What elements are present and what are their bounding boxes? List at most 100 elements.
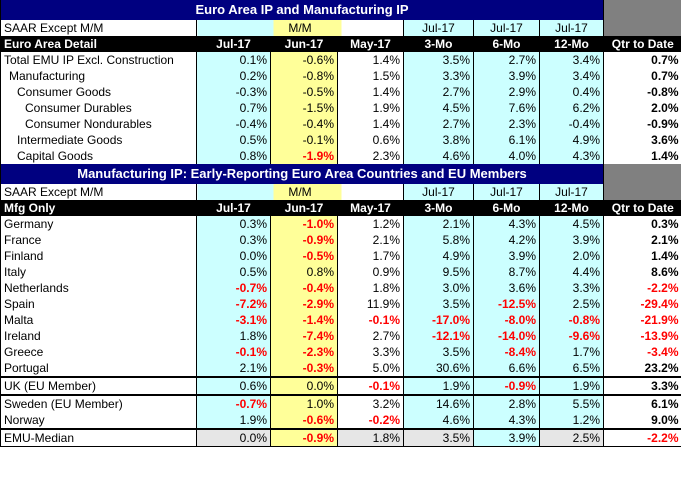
row-label: Netherlands: [0, 280, 197, 296]
table-cell: 1.8%: [337, 428, 404, 447]
table2-title-row: Manufacturing IP: Early-Reporting Euro A…: [0, 164, 681, 184]
table-cell: 3.3%: [403, 68, 474, 84]
table-cell: 3.9%: [538, 232, 604, 248]
table-cell: 2.0%: [603, 100, 681, 116]
table-cell: -0.6%: [270, 52, 338, 68]
table-row: Greece -0.1% -2.3% 3.3% 3.5% -8.4% 1.7% -3.4%: [0, 344, 681, 360]
table-cell: 4.9%: [403, 248, 474, 264]
table-cell: 2.3%: [473, 116, 540, 132]
table-cell: -0.2%: [337, 412, 404, 429]
table-cell: 0.6%: [196, 376, 271, 395]
table-cell: 0.0%: [270, 376, 338, 395]
table-row: Finland 0.0% -0.5% 1.7% 4.9% 3.9% 2.0% 1.4%: [0, 248, 681, 264]
row-label: Consumer Nondurables: [0, 116, 197, 132]
units-row: SAAR Except M/M M/M Jul-17 Jul-17 Jul-17: [0, 184, 681, 200]
row-label: Portugal: [0, 360, 197, 377]
table-cell: -8.4%: [473, 344, 540, 360]
column-header: 12-Mo: [538, 200, 604, 216]
column-header: Jun-17: [270, 36, 338, 52]
table-cell: 6.1%: [473, 132, 540, 148]
table-cell: 8.7%: [473, 264, 540, 280]
table-cell: 3.4%: [538, 52, 604, 68]
table-cell: -2.2%: [603, 280, 681, 296]
table-cell: 0.9%: [337, 264, 404, 280]
table-cell: 0.3%: [603, 216, 681, 232]
table-cell: 4.2%: [473, 232, 540, 248]
row-label: EMU-Median: [0, 428, 197, 447]
table-cell: -3.4%: [603, 344, 681, 360]
table2-title: Manufacturing IP: Early-Reporting Euro A…: [0, 164, 604, 184]
table-cell: -1.9%: [270, 148, 338, 164]
table-row: Norway 1.9% -0.6% -0.2% 4.6% 4.3% 1.2% 9.0%: [0, 412, 681, 429]
row-label: Malta: [0, 312, 197, 328]
table-row: Germany 0.3% -1.0% 1.2% 2.1% 4.3% 4.5% 0.3%: [0, 216, 681, 232]
table-row: Capital Goods 0.8% -1.9% 2.3% 4.6% 4.0% 4.3% 1.…: [0, 148, 681, 164]
table-cell: 3.4%: [538, 68, 604, 84]
detail-label: Mfg Only: [0, 200, 197, 216]
units-blank-cell: [603, 20, 681, 36]
column-header: Jun-17: [270, 200, 338, 216]
table-cell: 0.7%: [603, 68, 681, 84]
table-cell: -0.4%: [270, 116, 338, 132]
table1-title-row: Euro Area IP and Manufacturing IP: [0, 0, 681, 20]
row-label: Consumer Durables: [0, 100, 197, 116]
table-cell: -7.2%: [196, 296, 271, 312]
table-cell: 7.6%: [473, 100, 540, 116]
table-cell: 1.4%: [337, 52, 404, 68]
table-cell: 3.3%: [538, 280, 604, 296]
column-header: 3-Mo: [403, 200, 474, 216]
table-cell: -0.8%: [538, 312, 604, 328]
table-cell: 4.9%: [538, 132, 604, 148]
table-cell: 2.8%: [473, 394, 540, 412]
title-blank-cell: [603, 0, 681, 20]
table-cell: 2.7%: [403, 84, 474, 100]
table-cell: -1.4%: [270, 312, 338, 328]
table-row: Consumer Goods -0.3% -0.5% 1.4% 2.7% 2.9% 0.4%…: [0, 84, 681, 100]
table-cell: 3.2%: [337, 394, 404, 412]
table-cell: 0.8%: [196, 148, 271, 164]
mm-label: M/M: [196, 20, 404, 36]
table-cell: 1.7%: [538, 344, 604, 360]
table-cell: 0.3%: [196, 216, 271, 232]
table-cell: -12.1%: [403, 328, 474, 344]
table-cell: -0.1%: [337, 312, 404, 328]
table-cell: 6.2%: [538, 100, 604, 116]
table-cell: -1.0%: [270, 216, 338, 232]
table-cell: 6.6%: [473, 360, 540, 377]
row-label: Spain: [0, 296, 197, 312]
table-cell: 14.6%: [403, 394, 474, 412]
table-cell: 1.0%: [270, 394, 338, 412]
table-row: Consumer Durables 0.7% -1.5% 1.9% 4.5% 7.6% 6.…: [0, 100, 681, 116]
table-cell: 4.0%: [473, 148, 540, 164]
table-row: Consumer Nondurables -0.4% -0.4% 1.4% 2.7% 2.…: [0, 116, 681, 132]
table-cell: 4.5%: [403, 100, 474, 116]
row-label: Sweden (EU Member): [0, 394, 197, 412]
table1-title: Euro Area IP and Manufacturing IP: [0, 0, 604, 20]
table-row: Manufacturing 0.2% -0.8% 1.5% 3.3% 3.9% 3.4% 0.…: [0, 68, 681, 84]
period-top: Jul-17: [473, 20, 540, 36]
table-cell: 3.9%: [473, 68, 540, 84]
table-cell: 0.4%: [538, 84, 604, 100]
table-cell: 1.9%: [337, 100, 404, 116]
units-row: SAAR Except M/M M/M Jul-17 Jul-17 Jul-17: [0, 20, 681, 36]
table-cell: 2.7%: [337, 328, 404, 344]
table-row: Ireland 1.8% -7.4% 2.7% -12.1% -14.0% -9.6% -13…: [0, 328, 681, 344]
table-cell: 4.6%: [403, 148, 474, 164]
table-cell: -0.4%: [196, 116, 271, 132]
table-cell: 2.1%: [403, 216, 474, 232]
table-cell: 2.9%: [473, 84, 540, 100]
table-cell: 2.1%: [196, 360, 271, 377]
table-cell: -21.9%: [603, 312, 681, 328]
table-cell: 1.4%: [337, 84, 404, 100]
table-cell: -2.3%: [270, 344, 338, 360]
table-cell: 1.9%: [538, 376, 604, 395]
table-cell: -0.7%: [196, 280, 271, 296]
row-label: UK (EU Member): [0, 376, 197, 395]
table-cell: -29.4%: [603, 296, 681, 312]
column-header: Qtr to Date: [603, 200, 681, 216]
table-cell: 1.8%: [196, 328, 271, 344]
table-row: France 0.3% -0.9% 2.1% 5.8% 4.2% 3.9% 2.1%: [0, 232, 681, 248]
table-cell: -2.2%: [603, 428, 681, 447]
table-cell: 0.5%: [196, 132, 271, 148]
column-header: 6-Mo: [473, 200, 540, 216]
